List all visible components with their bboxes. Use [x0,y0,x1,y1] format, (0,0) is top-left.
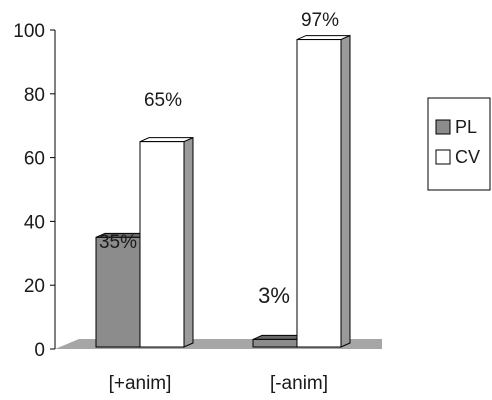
data-label: 35% [99,232,137,253]
data-label: 97% [301,10,339,31]
x-category-label: [+anim] [109,373,172,394]
bar-front-face [296,39,342,348]
y-tick-label: 80 [24,85,45,106]
bar-cv-0 [139,136,194,348]
data-labels-layer: 35% 3% 65% 97% [99,10,339,308]
bars-layer [95,34,351,348]
bar-front-face [252,338,298,348]
bar-front-face [95,236,141,348]
y-tick-label: 100 [13,21,45,42]
legend-swatch-pl [435,119,451,135]
data-label: 65% [144,90,182,111]
y-tick-label: 20 [24,276,45,297]
y-tick-label: 40 [24,212,45,233]
legend-label-cv: CV [455,147,480,167]
legend-swatch-cv [435,149,451,165]
bar-cv-1 [296,34,351,348]
data-label: 3% [258,283,290,308]
bar-front-face [139,141,185,348]
y-axis: 0 20 40 60 80 100 [13,21,56,361]
y-tick-label: 60 [24,149,45,170]
bar-side-face [183,136,194,348]
y-tick-label: 0 [34,340,45,361]
legend-label-pl: PL [455,117,477,137]
legend: PL CV [427,97,491,191]
bar-side-face [340,34,351,348]
x-category-label: [-anim] [270,373,328,394]
x-axis-labels: [+anim] [-anim] [109,373,328,394]
legend-box [427,97,491,191]
